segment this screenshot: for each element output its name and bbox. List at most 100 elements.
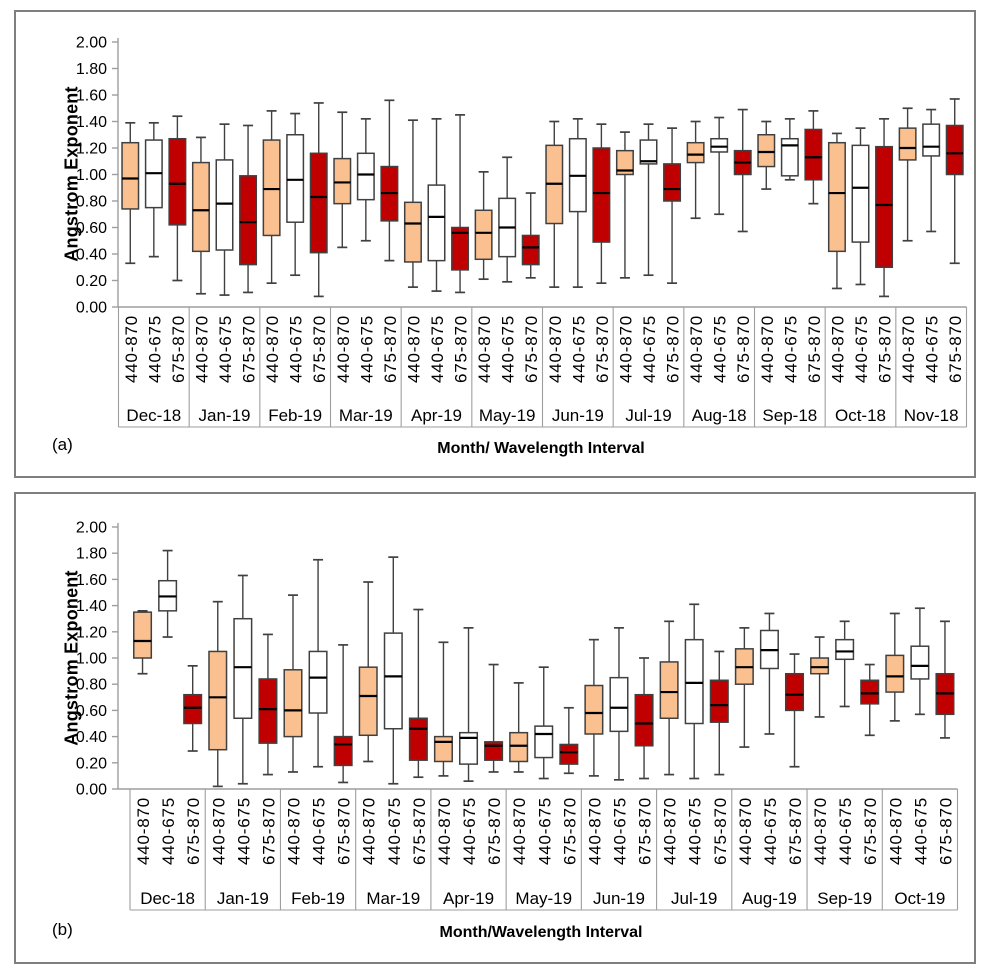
box-Dec-18-675-870: [183, 693, 203, 725]
box-Mar-19-440-675: [383, 632, 403, 730]
x-axis-title: Month/Wavelength Interval: [439, 924, 643, 941]
y-tick-label: 0.00: [76, 782, 107, 799]
interval-label: 440-870: [616, 315, 635, 383]
interval-label: 440-675: [569, 315, 588, 383]
month-label: Jan-19: [217, 889, 269, 908]
interval-label: 440-675: [836, 797, 855, 865]
interval-label: 440-870: [661, 797, 680, 865]
y-tick-label: 0.40: [76, 247, 107, 264]
box-Aug-18-440-675: [710, 137, 729, 153]
interval-label: 675-870: [861, 797, 880, 865]
interval-label: 440-870: [510, 797, 529, 865]
interval-label: 675-870: [522, 315, 541, 383]
box-Oct-19-440-870: [885, 654, 905, 693]
month-label: Aug-19: [742, 889, 797, 908]
boxplot-b: 2.00 1.80 1.60 1.40 1.20 1.00 0.80 0.60 0.40 0.20…: [76, 520, 959, 911]
box-Jul-19-440-870: [659, 661, 679, 720]
interval-label: 440-870: [828, 315, 847, 383]
month-label: May-19: [515, 889, 572, 908]
month-label: Feb-19: [268, 406, 322, 425]
box-Apr-19-440-675: [427, 184, 446, 262]
box-Jan-19-440-675: [215, 159, 234, 251]
box-Nov-18-440-870: [898, 127, 917, 161]
box-Jul-19-440-675: [639, 139, 658, 165]
month-label: Apr-19: [411, 406, 462, 425]
y-tick-label: 0.20: [76, 755, 107, 772]
month-label: Oct-19: [894, 889, 945, 908]
y-tick-label: 1.40: [76, 598, 107, 615]
box-Feb-19-440-675: [286, 134, 305, 223]
y-tick-label: 1.80: [76, 546, 107, 563]
y-tick-label: 1.60: [76, 572, 107, 589]
interval-label: 440-675: [310, 797, 329, 865]
box-Jan-19-440-870: [208, 650, 228, 751]
interval-label: 675-870: [664, 315, 683, 383]
box-Oct-18-675-870: [875, 145, 894, 268]
interval-label: 440-675: [781, 315, 800, 383]
y-tick-label: 0.60: [76, 220, 107, 237]
month-label: Oct-18: [835, 406, 886, 425]
box-Feb-19-440-870: [283, 669, 303, 738]
box-Dec-18-675-870: [168, 137, 187, 226]
panel-a: Angstrom Exponent 2.00 1.80 1.60 1.40 1.20 1.…: [14, 10, 976, 478]
interval-label: 440-675: [499, 315, 518, 383]
y-tick-label: 0.80: [76, 677, 107, 694]
interval-label: 440-870: [334, 315, 353, 383]
interval-label: 440-675: [357, 315, 376, 383]
interval-label: 440-675: [460, 797, 479, 865]
interval-label: 440-870: [585, 797, 604, 865]
box-Jan-19-675-870: [258, 678, 278, 744]
interval-label: 440-870: [475, 315, 494, 383]
interval-label: 440-675: [923, 315, 942, 383]
boxplot-a: 2.00 1.80 1.60 1.40 1.20 1.00 0.80 0.60 0.40 0.20…: [76, 35, 968, 428]
interval-label: 440-675: [686, 797, 705, 865]
y-tick-label: 2.00: [76, 35, 107, 52]
box-Sep-19-440-870: [810, 657, 830, 675]
box-Jul-19-675-870: [663, 163, 682, 202]
interval-label: 440-870: [192, 315, 211, 383]
interval-label: 675-870: [946, 315, 965, 383]
interval-label: 440-675: [385, 797, 404, 865]
interval-label: 440-675: [234, 797, 253, 865]
interval-label: 440-870: [899, 315, 918, 383]
interval-label: 440-870: [360, 797, 379, 865]
interval-label: 675-870: [259, 797, 278, 865]
interval-label: 675-870: [381, 315, 400, 383]
interval-label: 675-870: [184, 797, 203, 865]
month-label: Mar-19: [339, 406, 393, 425]
month-label: Sep-18: [762, 406, 817, 425]
interval-label: 440-870: [122, 315, 141, 383]
box-Jun-19-440-675: [609, 676, 629, 733]
interval-label: 440-870: [758, 315, 777, 383]
y-tick-label: 0.00: [76, 300, 107, 317]
box-Jul-19-440-870: [615, 149, 634, 176]
box-Apr-19-440-870: [433, 735, 453, 763]
box-Mar-19-440-870: [358, 666, 378, 737]
interval-label: 675-870: [786, 797, 805, 865]
box-May-19-675-870: [521, 234, 540, 266]
y-tick-label: 0.60: [76, 703, 107, 720]
interval-label: 440-870: [209, 797, 228, 865]
box-Oct-18-440-675: [851, 144, 870, 243]
interval-label: 440-675: [287, 315, 306, 383]
interval-label: 675-870: [876, 315, 895, 383]
box-Jan-19-440-870: [191, 161, 210, 253]
y-tick-label: 2.00: [76, 520, 107, 537]
box-Sep-19-440-675: [835, 638, 855, 661]
box-Feb-19-675-870: [333, 735, 353, 767]
box-Mar-19-440-675: [356, 152, 375, 201]
box-Apr-19-675-870: [484, 741, 504, 761]
interval-label: 440-675: [159, 797, 178, 865]
box-Aug-19-675-870: [784, 672, 805, 712]
interval-label: 440-675: [852, 315, 871, 383]
box-Jan-19-440-675: [233, 617, 253, 720]
box-Mar-19-440-870: [333, 157, 352, 205]
box-Jun-19-440-870: [584, 684, 604, 735]
interval-label: 440-870: [134, 797, 153, 865]
panel-a-label: (a): [52, 435, 73, 454]
interval-label: 440-870: [284, 797, 303, 865]
month-label: Jan-19: [199, 406, 251, 425]
y-tick-label: 0.20: [76, 273, 107, 290]
box-Apr-19-440-675: [458, 731, 479, 765]
